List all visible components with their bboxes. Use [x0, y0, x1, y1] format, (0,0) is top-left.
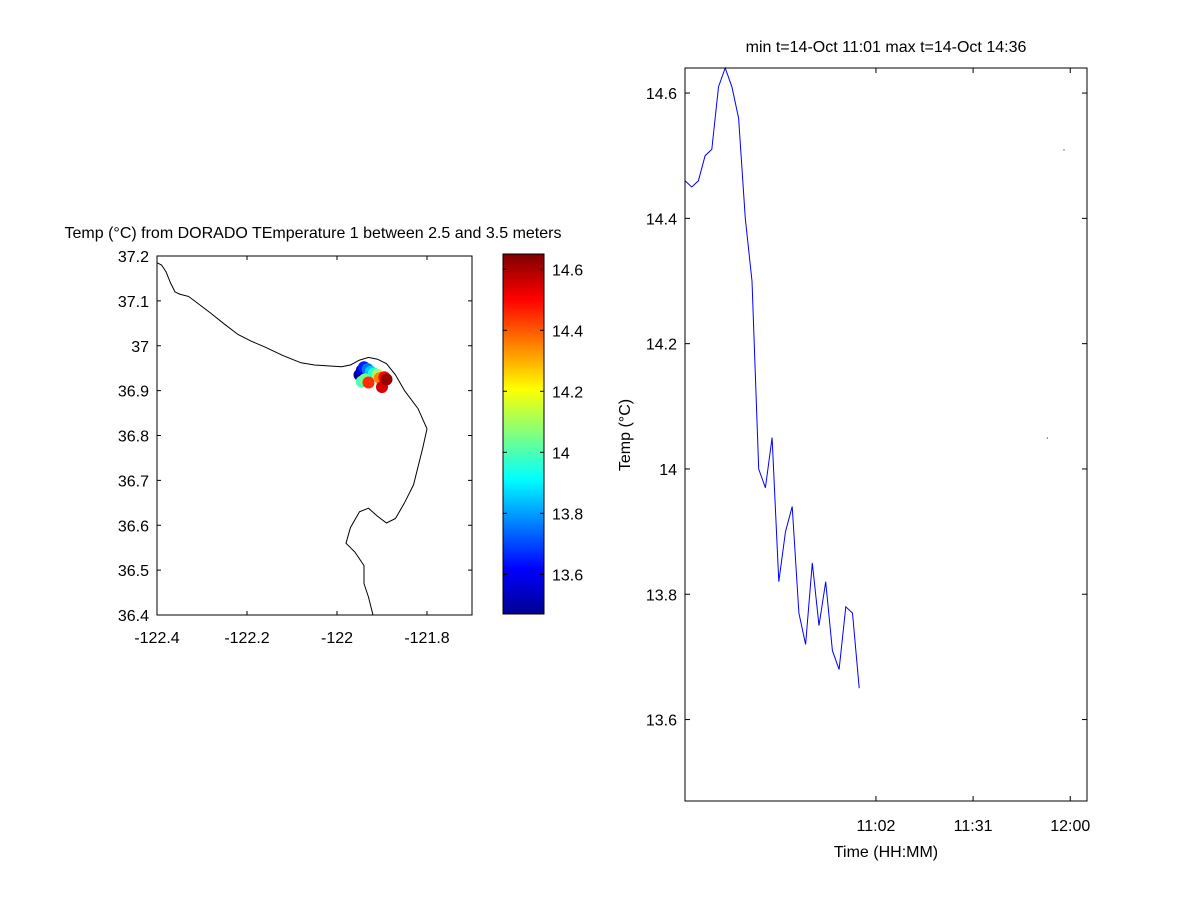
y-tick-label: 14	[659, 462, 677, 479]
y-tick-label: 36.9	[118, 384, 149, 401]
sample-point	[362, 376, 375, 389]
colorbar-tick-label: 13.8	[552, 506, 583, 523]
y-tick-label: 13.6	[646, 713, 677, 730]
y-tick-label: 36.4	[118, 608, 149, 625]
y-tick-label: 36.6	[118, 518, 149, 535]
colorbar-tick-label: 14.2	[552, 384, 583, 401]
colorbar-gradient	[502, 253, 545, 615]
x-tick-label: 11:31	[954, 818, 993, 835]
map-panel: Temp (°C) from DORADO TEmperature 1 betw…	[65, 225, 562, 647]
x-tick-label: -121.8	[404, 630, 449, 647]
colorbar-tick-label: 14	[552, 445, 570, 462]
sample-point	[380, 373, 393, 386]
colorbar-tick-label: 14.6	[552, 262, 583, 279]
y-tick-label: 14.2	[646, 337, 677, 354]
y-tick-label: 14.4	[646, 211, 677, 228]
x-tick-label: -122.2	[224, 630, 269, 647]
time-series-panel: min t=14-Oct 11:01 max t=14-Oct 14:36 11…	[617, 39, 1090, 861]
y-tick-label: 36.7	[118, 473, 149, 490]
x-tick-label: 12:00	[1050, 818, 1090, 835]
x-tick-label: 11:02	[857, 818, 896, 835]
colorbar: 13.6 13.8 14 14.2 14.4 14.6	[502, 253, 583, 615]
y-tick-label: 13.8	[646, 587, 677, 604]
x-tick-label: -122	[321, 630, 353, 647]
map-plot-area	[156, 262, 428, 616]
time-series-x-axis-label: Time (HH:MM)	[834, 844, 938, 861]
y-tick-label: 36.5	[118, 563, 149, 580]
temperature-line	[684, 66, 860, 689]
time-series-axes-frame	[684, 67, 1088, 802]
y-tick-label: 14.6	[646, 86, 677, 103]
time-series-y-axis-label: Temp (°C)	[617, 399, 634, 471]
stray-point	[1063, 149, 1065, 151]
y-tick-label: 37	[131, 339, 149, 356]
x-tick-label: -122.4	[134, 630, 179, 647]
time-series-y-ticks: 13.6 13.8 14 14.2 14.4 14.6	[646, 86, 1087, 730]
stray-point	[1046, 437, 1048, 439]
coastline	[156, 262, 428, 616]
y-tick-label: 37.1	[118, 294, 149, 311]
colorbar-tick-label: 13.6	[552, 567, 583, 584]
time-series-title: min t=14-Oct 11:01 max t=14-Oct 14:36	[746, 39, 1027, 56]
y-tick-label: 37.2	[118, 249, 149, 266]
time-series-x-ticks: 11:02 11:31 12:00	[857, 68, 1090, 835]
map-y-ticks: 36.4 36.5 36.6 36.7 36.8 36.9 37 37.1 37.2	[118, 249, 472, 625]
time-series-plot-area	[684, 66, 1065, 689]
colorbar-ticks: 13.6 13.8 14 14.2 14.4 14.6	[503, 262, 583, 584]
y-tick-label: 36.8	[118, 429, 149, 446]
map-title: Temp (°C) from DORADO TEmperature 1 betw…	[65, 225, 562, 242]
colorbar-tick-label: 14.4	[552, 323, 583, 340]
map-x-ticks: -122.4 -122.2 -122 -121.8	[134, 256, 450, 647]
